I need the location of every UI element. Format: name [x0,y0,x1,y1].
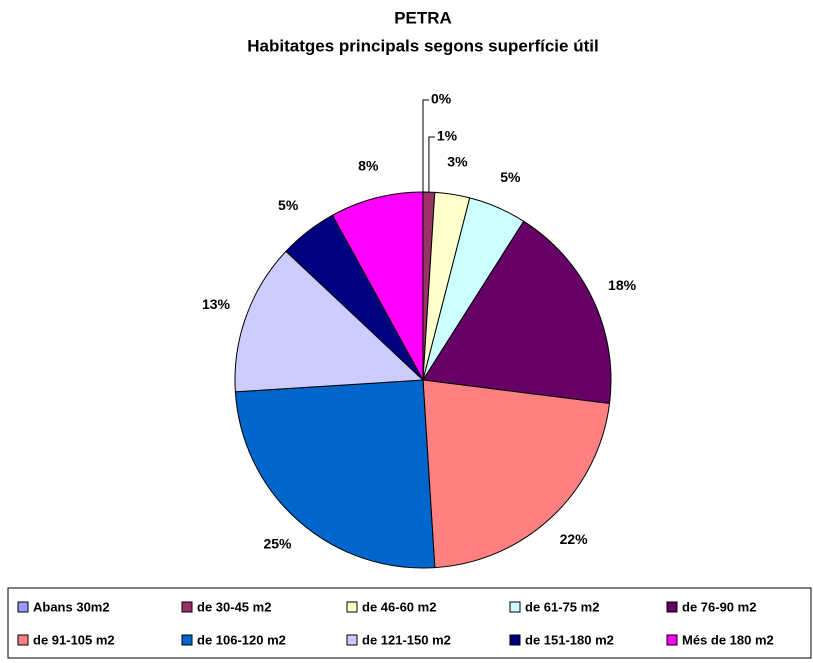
legend-swatch [181,601,193,613]
data-label: 18% [608,277,637,293]
legend-label: de 121-150 m2 [362,632,451,647]
chart-subtitle: Habitatges principals segons superfície … [247,36,598,55]
pie-slice [234,250,425,393]
legend-swatch [509,601,521,613]
legend-swatch [17,601,29,613]
legend-label: de 61-75 m2 [525,599,599,614]
data-label: 8% [358,158,379,174]
data-label: 25% [263,536,292,552]
data-label: 3% [447,153,468,169]
data-label: 0% [431,91,452,107]
legend-label: Més de 180 m2 [682,632,774,647]
leader-line [422,99,429,192]
legend-label: de 30-45 m2 [197,599,271,614]
legend-label: de 46-60 m2 [362,599,436,614]
data-label: 5% [278,197,299,213]
data-label: 1% [437,128,458,144]
legend-label: de 91-105 m2 [33,632,115,647]
legend-swatch [346,601,358,613]
legend-swatch [509,634,521,646]
data-label: 22% [560,531,589,547]
legend-swatch [666,634,678,646]
pie-slice [234,379,436,569]
leader-line [428,136,435,193]
legend-label: de 76-90 m2 [682,599,756,614]
legend-label: Abans 30m2 [33,599,110,614]
legend-label: de 106-120 m2 [197,632,286,647]
data-label: 13% [202,296,231,312]
chart-title: PETRA [394,8,452,27]
legend-box [7,587,812,659]
legend-swatch [181,634,193,646]
data-label: 5% [500,169,521,185]
legend-swatch [17,634,29,646]
legend-swatch [346,634,358,646]
legend-label: de 151-180 m2 [525,632,614,647]
pie-slice [422,379,611,569]
pie-slice [422,220,612,405]
pie-slice [331,191,424,381]
legend-swatch [666,601,678,613]
